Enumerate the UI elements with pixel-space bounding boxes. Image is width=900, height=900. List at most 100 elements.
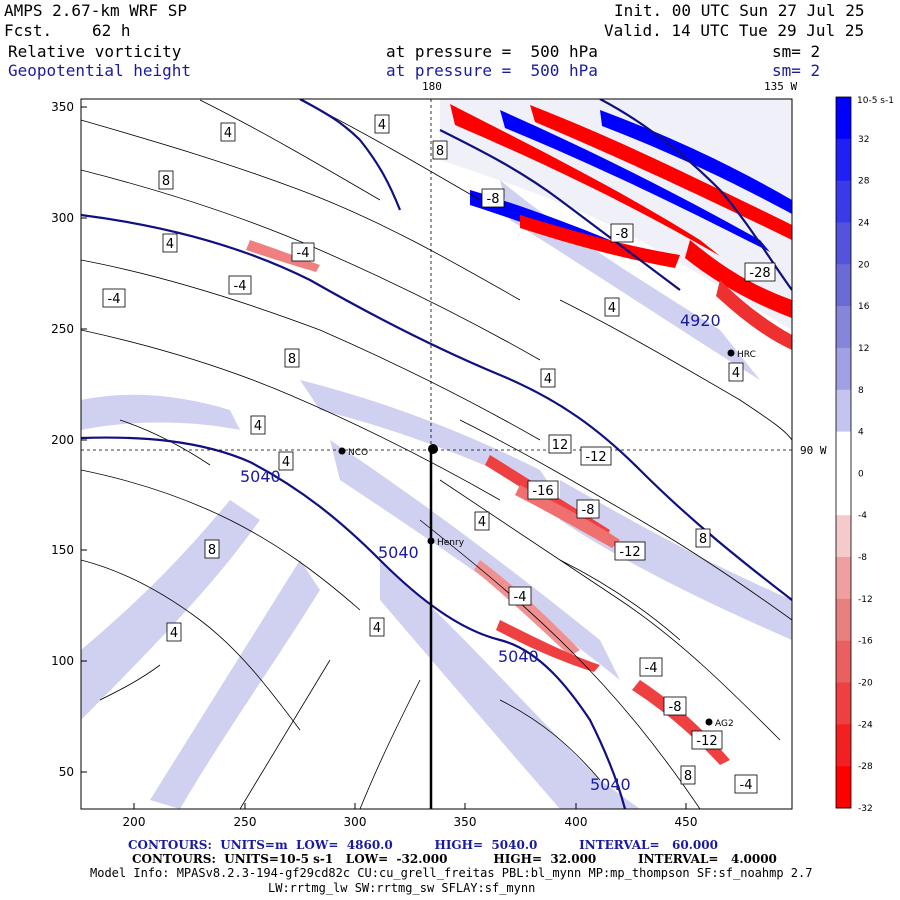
colorbar-swatch <box>836 180 851 223</box>
y-axis-ticks: 350 300 250 200 150 100 50 <box>51 100 87 779</box>
vorticity-label: 8 <box>208 543 216 558</box>
vorticity-label-box <box>481 188 505 208</box>
vorticity-contours <box>81 99 792 809</box>
vorticity-label: -8 <box>487 192 500 207</box>
colorbar-swatch <box>836 557 851 600</box>
height-label: 5040 <box>590 775 631 794</box>
y-tick-label: 150 <box>51 543 74 557</box>
x-tick-label: 350 <box>454 815 477 829</box>
vorticity-label-box <box>527 480 559 500</box>
colorbar-swatch <box>836 431 851 474</box>
vorticity-label-box <box>102 288 126 308</box>
vorticity-label: 8 <box>699 532 707 547</box>
colorbar-swatch <box>836 473 851 516</box>
vorticity-label: -8 <box>582 503 595 518</box>
pressure-2: at pressure = 500 hPa <box>386 61 598 80</box>
vorticity-label: -4 <box>297 246 310 261</box>
vorticity-contour-info: CONTOURS: UNITS=10-5 s-1 LOW= -32.000 HI… <box>132 852 777 866</box>
vorticity-label-box <box>204 539 220 559</box>
vorticity-label-box <box>576 499 600 519</box>
vorticity-label: -16 <box>532 484 553 499</box>
colorbar-frame <box>835 96 852 809</box>
vorticity-label-box <box>508 586 532 606</box>
height-label: 5040 <box>240 467 281 486</box>
vorticity-label: 8 <box>288 352 296 367</box>
station-dot <box>705 718 713 726</box>
vorticity-label-box <box>614 541 646 561</box>
vorticity-label: 4 <box>282 455 290 470</box>
height-label: 5040 <box>498 647 539 666</box>
model-info-physics: LW:rrtmg_lw SW:rrtmg_sw SFLAY:sf_mynn <box>268 881 536 895</box>
colorbar-swatch <box>836 138 851 182</box>
smoothing-1: sm= 2 <box>772 42 821 61</box>
y-tick-label: 300 <box>51 211 74 225</box>
vorticity-label-box <box>610 223 634 243</box>
vorticity-label: 4 <box>224 126 232 141</box>
colorbar-label: -12 <box>858 595 873 605</box>
vorticity-label: -12 <box>585 450 606 465</box>
colorbar-swatch <box>836 347 851 391</box>
vorticity-label-box <box>162 233 178 253</box>
colorbar-swatch <box>836 306 851 349</box>
station-label: NCO <box>348 448 368 458</box>
vorticity-label-box <box>278 451 294 471</box>
height-contour-labels: 5040 5040 5040 5040 4920 <box>240 311 721 794</box>
field-geopotential: Geopotential height <box>8 61 192 80</box>
vorticity-label-box <box>604 297 620 317</box>
x-tick-label: 300 <box>344 815 367 829</box>
vorticity-label: 4 <box>378 118 386 133</box>
init-time: Init. 00 UTC Sun 27 Jul 25 <box>614 1 865 20</box>
colorbar-label: 8 <box>858 386 864 396</box>
vorticity-label: -4 <box>645 661 658 676</box>
colorbar: 10-5 s-1 32 28 24 20 16 12 8 4 0 -4 -8 -12 -16 -20 -24 -… <box>835 96 894 814</box>
colorbar-label: 12 <box>858 344 869 354</box>
x-tick-label: 450 <box>675 815 698 829</box>
colorbar-label: 16 <box>858 302 870 312</box>
lon-label-180: 180 <box>422 80 442 93</box>
vorticity-label: -12 <box>696 734 717 749</box>
colorbar-swatch <box>836 264 851 307</box>
vorticity-label-box <box>548 434 572 454</box>
vorticity-label-box <box>291 242 315 262</box>
colorbar-swatch <box>836 222 851 265</box>
station-dot <box>428 444 438 454</box>
vorticity-label-box <box>580 446 612 466</box>
vorticity-label-box <box>734 774 758 794</box>
y-tick-label: 100 <box>51 654 74 668</box>
vorticity-label-box <box>250 415 266 435</box>
model-info: Model Info: MPASv8.2.3-194-gf29cd82c CU:… <box>90 866 813 880</box>
vorticity-label-box <box>374 114 390 134</box>
colorbar-label: -32 <box>858 804 873 814</box>
colorbar-label: -28 <box>858 762 873 772</box>
x-tick-label: 400 <box>565 815 588 829</box>
station-dot <box>727 349 735 357</box>
smoothing-2: sm= 2 <box>772 61 821 80</box>
station-markers: NCO Henry HRC AG2 <box>338 349 756 729</box>
vorticity-label: -4 <box>740 778 753 793</box>
vorticity-label-box <box>166 622 182 642</box>
vorticity-label-box <box>474 511 490 531</box>
vorticity-label-box <box>220 122 236 142</box>
map-frame <box>80 98 793 810</box>
station-label: AG2 <box>715 719 734 729</box>
colorbar-swatch <box>836 640 851 684</box>
colorbar-label: 20 <box>858 260 870 270</box>
field-vorticity: Relative vorticity <box>8 42 182 61</box>
vorticity-label-box <box>744 262 776 282</box>
x-axis-ticks: 200 250 300 350 400 450 <box>123 803 698 829</box>
model-title: AMPS 2.67-km WRF SP <box>4 1 188 20</box>
vorticity-label: 4 <box>608 301 616 316</box>
colorbar-swatch <box>836 724 851 767</box>
vorticity-label: 4 <box>254 419 262 434</box>
colorbar-swatch <box>836 389 851 433</box>
vorticity-label: 8 <box>684 769 692 784</box>
colorbar-label: 24 <box>858 218 870 228</box>
vorticity-label: 4 <box>170 626 178 641</box>
colorbar-label: -8 <box>858 553 867 563</box>
colorbar-swatch <box>836 598 851 642</box>
vorticity-label-box <box>728 362 744 382</box>
vorticity-label-box <box>228 275 252 295</box>
height-label: 5040 <box>378 543 419 562</box>
vorticity-label-box <box>158 170 174 190</box>
